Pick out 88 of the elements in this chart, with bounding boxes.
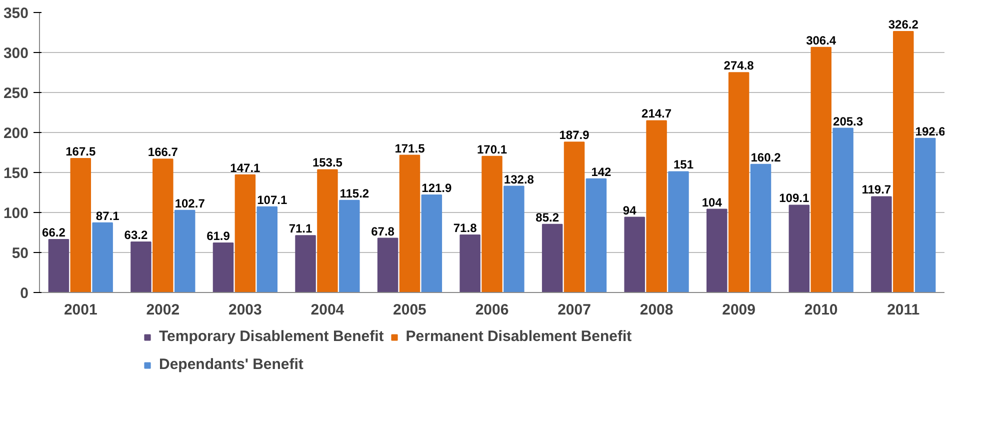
bar [504, 186, 524, 292]
y-tick-label: 250 [3, 85, 29, 102]
x-tick-label: 2010 [804, 302, 838, 318]
data-label: 167.5 [66, 144, 96, 158]
data-label: 71.8 [453, 221, 478, 236]
data-label: 102.7 [174, 196, 206, 210]
bar [892, 31, 914, 292]
data-label: 66.2 [42, 226, 66, 240]
y-tick-label: 50 [12, 245, 29, 262]
y-tick-label: 200 [3, 125, 29, 142]
bar [482, 156, 502, 292]
y-tick-label: 150 [3, 165, 29, 182]
bar [317, 169, 338, 292]
bar [130, 241, 152, 292]
bar [460, 234, 480, 292]
data-label: 109.1 [779, 191, 810, 206]
legend-label: Temporary Disablement Benefit [159, 328, 384, 345]
data-label: 63.2 [124, 228, 148, 242]
data-label: 214.7 [642, 106, 672, 121]
data-label: 187.9 [559, 128, 590, 142]
bar [871, 196, 892, 292]
data-label: 61.9 [206, 228, 230, 243]
x-tick-label: 2004 [310, 302, 345, 318]
bar [646, 120, 667, 292]
data-label: 171.5 [394, 141, 426, 156]
bar [788, 204, 810, 292]
bar [706, 208, 728, 292]
x-tick-label: 2008 [640, 302, 674, 318]
x-tick-label: 2009 [722, 302, 756, 318]
x-tick-label: 2006 [475, 302, 509, 318]
bar [421, 194, 442, 292]
legend-label: Dependants' Benefit [159, 356, 304, 373]
bar [256, 206, 278, 292]
data-label: 326.2 [888, 18, 919, 32]
bar [234, 174, 256, 292]
x-tick-label: 2011 [887, 302, 920, 318]
data-label: 67.8 [371, 224, 395, 238]
bar [728, 72, 750, 292]
data-label: 306.4 [806, 33, 836, 48]
bar [810, 46, 832, 292]
data-label: 170.1 [476, 142, 508, 156]
bar [295, 235, 316, 292]
bar [339, 200, 360, 292]
bar [832, 128, 854, 292]
data-label: 166.7 [148, 145, 178, 160]
bar [212, 242, 234, 292]
x-tick-label: 2002 [146, 302, 180, 318]
data-label: 205.3 [833, 114, 864, 128]
y-tick-label: 350 [3, 5, 29, 22]
data-label: 119.7 [862, 182, 892, 197]
data-label: 107.1 [257, 192, 288, 207]
bar [92, 222, 113, 292]
bar [542, 224, 563, 292]
bar [668, 171, 689, 292]
data-label: 94 [622, 203, 637, 218]
bar [914, 138, 936, 292]
bar [750, 164, 772, 292]
bar [70, 158, 92, 292]
bar [152, 158, 174, 292]
data-label: 85.2 [536, 210, 560, 224]
data-label: 147.1 [230, 160, 261, 175]
x-tick-label: 2001 [64, 302, 98, 318]
bar [586, 178, 607, 292]
data-label: 71.1 [288, 222, 313, 236]
bar [377, 238, 398, 292]
legend-label: Permanent Disablement Benefit [406, 328, 632, 345]
bar [564, 142, 585, 292]
data-label: 153.5 [312, 156, 343, 170]
y-tick-label: 0 [20, 285, 28, 302]
data-label: 151 [673, 158, 694, 172]
y-tick-label: 100 [3, 205, 29, 222]
bar [174, 210, 196, 292]
data-label: 160.2 [750, 150, 782, 164]
x-tick-label: 2007 [558, 302, 591, 318]
data-label: 132.8 [504, 172, 534, 186]
x-tick-label: 2005 [393, 302, 426, 318]
data-label: 121.9 [422, 180, 452, 195]
data-label: 142 [591, 164, 612, 179]
data-label: 274.8 [724, 58, 754, 73]
data-label: 87.1 [96, 208, 120, 223]
y-tick-label: 300 [3, 45, 29, 62]
bar [624, 216, 645, 292]
data-label: 115.2 [340, 186, 370, 200]
data-label: 192.6 [915, 124, 946, 138]
data-label: 104 [702, 195, 722, 210]
x-tick-label: 2003 [228, 302, 262, 318]
bar [399, 154, 420, 292]
bar [48, 239, 70, 292]
